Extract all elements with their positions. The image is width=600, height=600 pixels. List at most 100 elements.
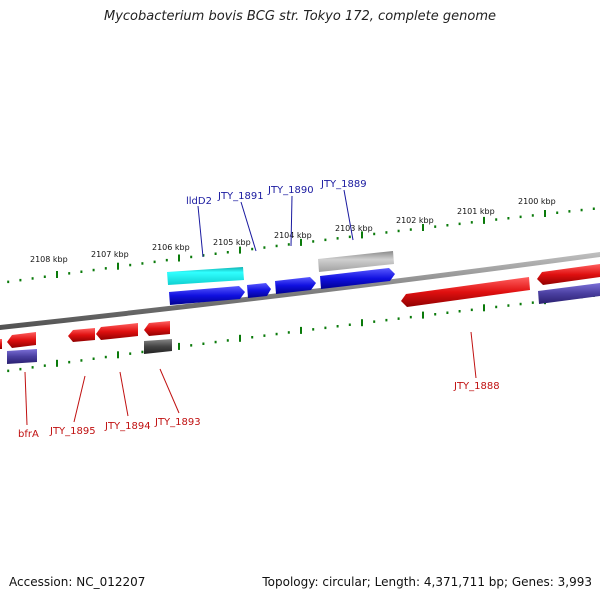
reverse-minor-tick (446, 311, 449, 314)
forward-minor-tick (531, 214, 534, 217)
label-jty-1889[interactable]: JTY_1889 (320, 179, 367, 190)
label-jty-1890[interactable]: JTY_1890 (267, 185, 314, 196)
gene-bfra-alt[interactable] (7, 349, 37, 364)
reverse-minor-tick (129, 352, 132, 355)
accession-text: Accession: NC_012207 (9, 575, 146, 589)
leader-jty-1894 (119, 371, 129, 417)
gene-jty-1895[interactable] (68, 328, 95, 342)
leader-bfra (24, 371, 28, 426)
reverse-minor-tick (7, 369, 10, 373)
reverse-minor-tick (373, 320, 376, 323)
gene-lldd2-rna[interactable] (167, 267, 244, 285)
forward-major-tick (422, 224, 424, 231)
reverse-major-tick (56, 359, 58, 367)
forward-minor-tick (190, 255, 193, 259)
gene-jty-1893-pseudo[interactable] (144, 339, 172, 354)
reverse-minor-tick (141, 350, 144, 354)
reverse-major-tick (117, 351, 119, 359)
gene-pseudo-forward[interactable] (318, 251, 394, 272)
reverse-minor-tick (104, 355, 107, 359)
gene-jty-1894[interactable] (96, 323, 138, 340)
forward-minor-tick (92, 268, 95, 272)
reverse-minor-tick (531, 301, 534, 304)
forward-minor-tick (165, 258, 168, 262)
reverse-minor-tick (397, 317, 400, 320)
forward-minor-tick (556, 211, 559, 214)
gene-jty-1889[interactable] (320, 268, 395, 289)
gene-right-edge[interactable] (537, 264, 600, 285)
reverse-minor-tick (434, 313, 437, 316)
gene-jty-1893[interactable] (144, 321, 170, 336)
reverse-major-tick (483, 304, 485, 312)
label-jty-1894[interactable]: JTY_1894 (104, 421, 151, 432)
label-lldd2[interactable]: lldD2 (186, 196, 212, 207)
label-bfra[interactable]: bfrA (18, 429, 39, 440)
label-jty-1888[interactable]: JTY_1888 (453, 381, 500, 392)
forward-minor-tick (336, 237, 339, 240)
reverse-major-tick (178, 342, 180, 350)
forward-minor-tick (263, 246, 266, 249)
gene-bfra[interactable] (7, 332, 36, 348)
label-jty-1895[interactable]: JTY_1895 (49, 426, 96, 437)
reverse-minor-tick (324, 326, 327, 330)
forward-minor-tick (202, 254, 205, 257)
forward-minor-tick (214, 252, 217, 255)
forward-minor-tick (324, 238, 327, 242)
scale-label-2104: 2104 kbp (274, 231, 312, 240)
forward-minor-tick (580, 208, 583, 212)
reverse-minor-tick (19, 367, 22, 371)
scale-label-2108: 2108 kbp (30, 255, 68, 264)
forward-tick-track (7, 207, 595, 284)
forward-major-tick (239, 246, 241, 254)
forward-minor-tick (568, 210, 571, 213)
forward-minor-tick (507, 217, 510, 220)
scale-label-2100: 2100 kbp (518, 197, 556, 206)
reverse-minor-tick (385, 318, 388, 322)
scale-labels: 2108 kbp 2107 kbp 2106 kbp 2105 kbp 2104… (30, 197, 556, 264)
forward-minor-tick (446, 224, 449, 227)
gene-right-edge-alt[interactable] (538, 283, 600, 304)
forward-major-tick (56, 271, 58, 278)
reverse-genes (0, 264, 600, 364)
reverse-leaders (24, 331, 477, 426)
reverse-minor-tick (190, 344, 193, 347)
reverse-minor-tick (214, 340, 217, 344)
reverse-minor-tick (263, 334, 266, 337)
label-jty-1893[interactable]: JTY_1893 (154, 417, 201, 428)
forward-minor-tick (373, 232, 376, 236)
reverse-minor-tick (202, 342, 205, 345)
forward-major-tick (117, 262, 119, 270)
forward-minor-tick (19, 278, 22, 282)
leader-jty-1888 (470, 331, 477, 379)
reverse-minor-tick (470, 308, 473, 312)
leader-jty-1890 (290, 195, 293, 247)
forward-minor-tick (348, 235, 351, 239)
reverse-minor-tick (287, 331, 290, 334)
leader-jty-1889 (343, 189, 354, 241)
reverse-major-tick (239, 334, 241, 342)
forward-minor-tick (312, 240, 315, 243)
reverse-major-tick (361, 319, 363, 327)
leader-jty-1893 (159, 368, 180, 414)
scale-label-2107: 2107 kbp (91, 250, 129, 259)
label-jty-1891[interactable]: JTY_1891 (217, 191, 264, 202)
forward-minor-tick (68, 272, 71, 275)
forward-minor-tick (31, 277, 34, 280)
scale-label-2101: 2101 kbp (457, 207, 495, 216)
reverse-minor-tick (80, 359, 83, 362)
forward-minor-tick (592, 207, 595, 210)
reverse-minor-tick (275, 332, 278, 336)
forward-minor-tick (434, 225, 437, 228)
reverse-minor-tick (409, 315, 412, 319)
scale-label-2105: 2105 kbp (213, 238, 251, 247)
reverse-minor-tick (348, 323, 351, 326)
gene-jty-1888[interactable] (401, 277, 530, 307)
forward-minor-tick (495, 218, 498, 221)
gene-lldd2[interactable] (169, 286, 245, 305)
reverse-minor-tick (495, 305, 498, 309)
forward-minor-tick (275, 244, 278, 248)
gene-bfra-partial[interactable] (0, 339, 2, 349)
reverse-minor-tick (43, 364, 46, 367)
gene-jty-1891[interactable] (247, 283, 271, 298)
gene-jty-1890[interactable] (275, 277, 316, 294)
